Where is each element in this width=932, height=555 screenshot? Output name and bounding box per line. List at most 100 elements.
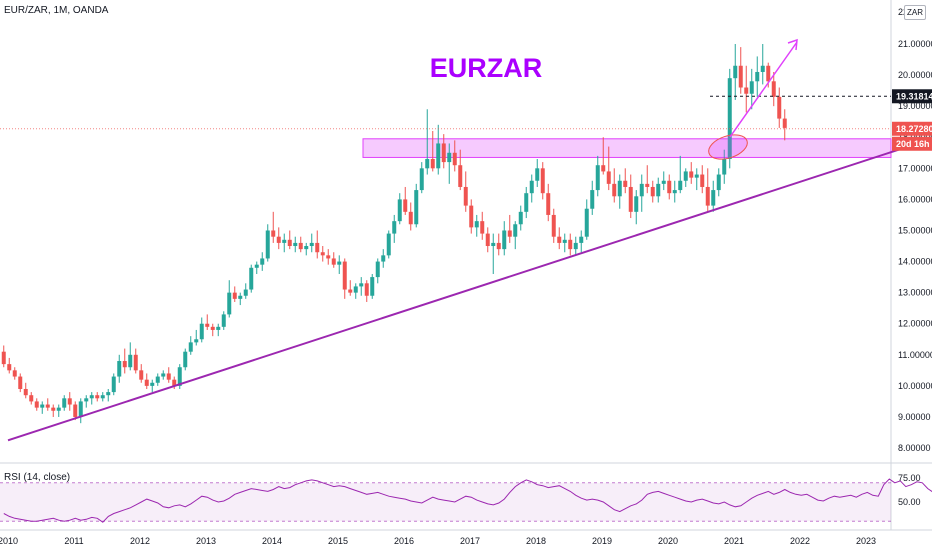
candle-body (315, 242, 320, 253)
candle-body (507, 230, 512, 237)
candle-body (221, 314, 226, 327)
projection-ellipse[interactable] (706, 130, 751, 163)
candle-body (95, 395, 100, 399)
candle-body (29, 395, 34, 402)
candle-body (496, 242, 501, 250)
candle-body (700, 174, 705, 187)
candle-body (650, 186, 655, 197)
candle-body (678, 180, 683, 191)
candle-body (353, 286, 358, 293)
rsi-tick-label: 75.00 (898, 473, 921, 483)
candle-body (733, 65, 738, 79)
candle-body (557, 236, 562, 243)
rsi-line[interactable] (3, 478, 932, 523)
candle-body (579, 236, 584, 243)
support-zone[interactable] (362, 138, 892, 158)
candle-body (265, 230, 270, 259)
candle-body (172, 379, 177, 386)
x-tick-label: 2014 (262, 536, 282, 546)
candle-body (656, 183, 661, 197)
candle-body (667, 180, 672, 194)
candle-body (260, 258, 265, 265)
candle-body (425, 158, 430, 169)
x-tick-label: 2011 (64, 536, 83, 546)
y-tick-label: 21.00000 (898, 39, 932, 49)
chart-title: EURZAR (430, 53, 543, 83)
candle-body (232, 292, 237, 299)
candle-body (689, 171, 694, 178)
candle-body (749, 81, 754, 94)
candle-body (414, 190, 419, 225)
candle-body (513, 224, 518, 237)
candle-body (436, 143, 441, 169)
y-tick-label: 10.00000 (898, 381, 932, 391)
candle-body (683, 171, 688, 181)
candle-body (606, 171, 611, 184)
candle-body (562, 239, 567, 243)
y-tick-label: 8.00000 (898, 443, 931, 453)
trendline[interactable] (7, 137, 932, 442)
y-tick-label: 15.00000 (898, 225, 932, 235)
candle-body (326, 255, 331, 259)
candle-body (271, 230, 276, 237)
candle-body (166, 373, 171, 380)
y-tick-label: 16.00000 (898, 194, 932, 204)
candle-body (529, 180, 534, 194)
candle-body (370, 277, 375, 296)
candle-body (45, 404, 50, 408)
candle-body (188, 342, 193, 352)
candle-body (535, 168, 540, 181)
candle-body (78, 401, 83, 417)
candle-body (540, 168, 545, 194)
candle-body (705, 186, 710, 206)
candle-body (502, 230, 507, 250)
candle-body (7, 364, 12, 371)
candle-body (177, 367, 182, 386)
candle-body (276, 236, 281, 243)
candle-body (766, 65, 771, 82)
candle-body (612, 183, 617, 197)
candle-body (463, 186, 468, 206)
candle-body (348, 289, 353, 293)
candle-body (716, 174, 721, 191)
candle-body (485, 233, 490, 247)
x-tick-label: 2022 (790, 536, 810, 546)
candle-body (243, 289, 248, 296)
candle-body (56, 407, 61, 411)
candle-body (161, 373, 166, 377)
candle-body (568, 239, 573, 250)
candle-body (392, 221, 397, 234)
candle-body (194, 339, 199, 343)
candle-body (111, 376, 116, 393)
candle-body (458, 165, 463, 187)
candle-body (73, 404, 78, 417)
candle-body (524, 193, 529, 212)
candle-body (408, 211, 413, 225)
x-tick-label: 2010 (0, 536, 18, 546)
candle-body (469, 205, 474, 228)
candle-body (227, 292, 232, 315)
x-tick-label: 2023 (856, 536, 876, 546)
candle-body (309, 242, 314, 247)
candle-body (419, 168, 424, 191)
candle-body (23, 388, 28, 396)
candle-body (755, 71, 760, 82)
candle-body (342, 261, 347, 290)
candle-body (722, 158, 727, 175)
candle-body (282, 239, 287, 243)
candle-body (727, 78, 732, 159)
rsi-label: RSI (14, close) (4, 472, 71, 483)
x-tick-label: 2021 (724, 536, 744, 546)
candle-body (293, 242, 298, 247)
target-price-label: 19.31814 (896, 91, 932, 101)
y-tick-label: 17.00000 (898, 163, 932, 173)
projection-arrow-shaft[interactable] (729, 41, 798, 138)
currency-badge[interactable]: ZAR (904, 5, 926, 20)
candle-body (150, 382, 155, 386)
candle-body (18, 376, 23, 389)
candle-body (661, 180, 666, 184)
candle-body (144, 379, 149, 386)
candle-body (331, 258, 336, 265)
